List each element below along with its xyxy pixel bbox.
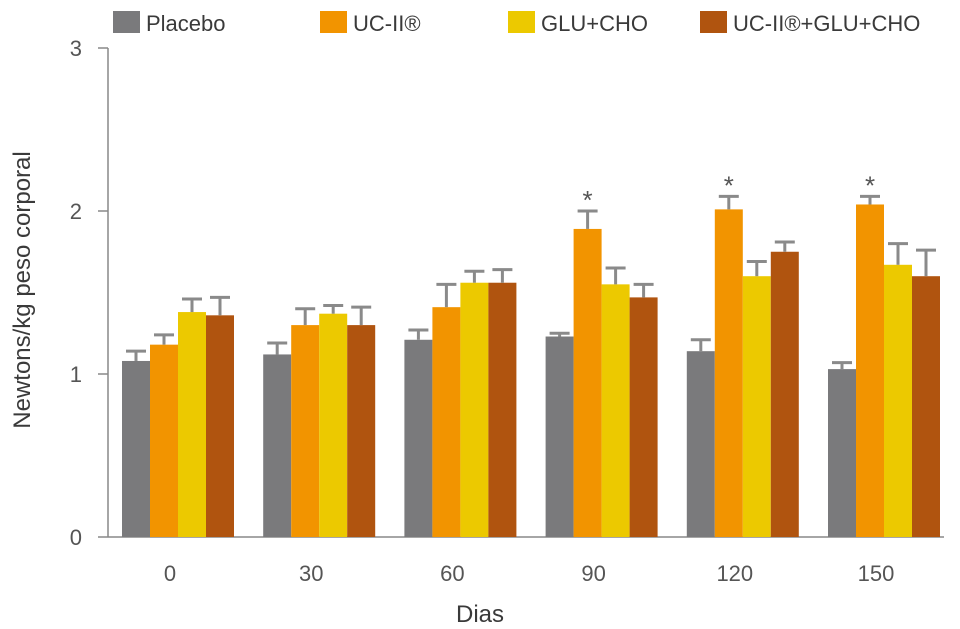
x-tick-label: 60 xyxy=(440,561,464,586)
legend-label: UC-II® xyxy=(353,11,421,36)
bar xyxy=(770,251,799,537)
y-tick-label: 1 xyxy=(70,362,82,387)
bar xyxy=(263,354,292,537)
x-tick-label: 150 xyxy=(858,561,895,586)
legend-swatch xyxy=(320,11,347,33)
x-axis-title: Dias xyxy=(456,601,504,628)
legend-label: GLU+CHO xyxy=(541,11,648,36)
legend: Placebo UC-II® GLU+CHO UC-II®+GLU+CHO xyxy=(113,11,920,36)
x-tick-label: 0 xyxy=(164,561,176,586)
x-tick-label: 120 xyxy=(716,561,753,586)
bar xyxy=(178,312,206,537)
bar xyxy=(828,369,856,537)
bar xyxy=(122,360,150,537)
bar xyxy=(573,228,602,537)
bar xyxy=(884,264,912,537)
legend-label: UC-II®+GLU+CHO xyxy=(733,11,920,36)
bar xyxy=(319,313,348,537)
bar xyxy=(460,282,489,537)
bars xyxy=(122,194,940,538)
bar xyxy=(686,351,715,537)
legend-swatch xyxy=(113,11,140,33)
x-tick-label: 30 xyxy=(299,561,323,586)
bar xyxy=(856,204,884,538)
y-tick-label: 2 xyxy=(70,199,82,224)
bar xyxy=(347,325,376,537)
bar xyxy=(432,307,461,537)
significance-marker: * xyxy=(583,185,593,215)
significance-marker: * xyxy=(724,170,734,200)
bar xyxy=(404,339,433,537)
bar xyxy=(206,315,234,537)
bar xyxy=(545,336,574,537)
y-axis-title: Newtons/kg peso corporal xyxy=(9,151,36,428)
legend-swatch xyxy=(700,11,727,33)
bar xyxy=(601,284,630,537)
axes xyxy=(98,47,944,538)
bar xyxy=(488,282,517,537)
y-tick-label: 3 xyxy=(70,36,82,61)
bar xyxy=(742,276,771,537)
legend-label: Placebo xyxy=(146,11,226,36)
bar xyxy=(912,276,940,537)
bar xyxy=(629,297,658,537)
significance-marker: * xyxy=(865,170,875,200)
bar xyxy=(150,344,178,537)
bar xyxy=(714,209,743,537)
legend-swatch xyxy=(508,11,535,33)
y-tick-label: 0 xyxy=(70,525,82,550)
bar xyxy=(291,325,320,537)
x-tick-label: 90 xyxy=(581,561,605,586)
